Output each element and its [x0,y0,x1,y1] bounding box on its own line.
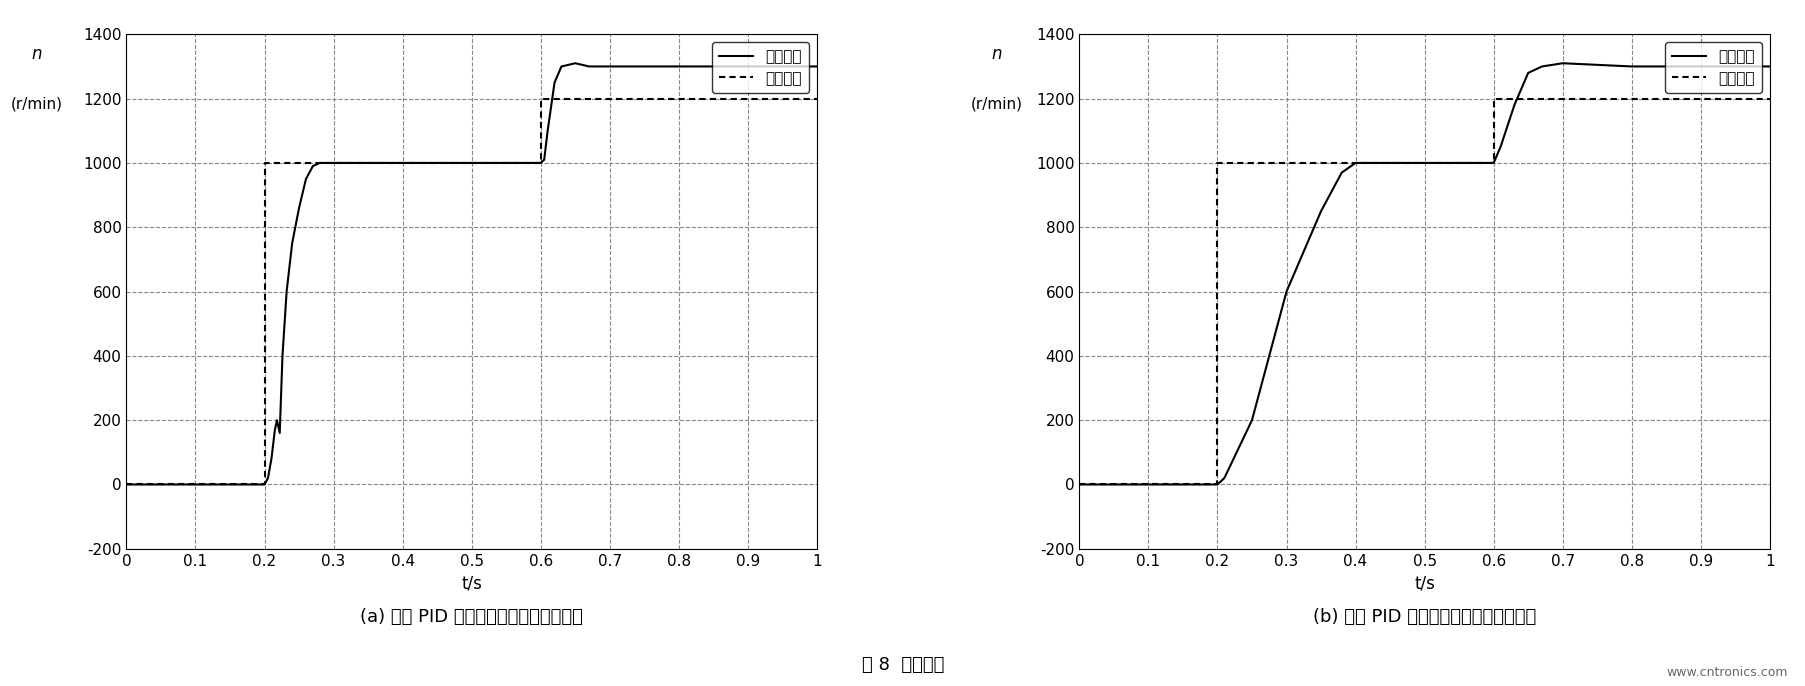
X-axis label: t/s: t/s [460,574,482,592]
Legend: 响应曲线, 输入信号: 响应曲线, 输入信号 [711,42,809,93]
Text: 图 8  实验结果: 图 8 实验结果 [861,657,944,674]
X-axis label: t/s: t/s [1413,574,1435,592]
Text: $n$: $n$ [31,45,42,62]
Text: (r/min): (r/min) [969,96,1022,111]
Text: www.cntronics.com: www.cntronics.com [1666,666,1787,679]
Text: (a) 常规 PID 控制下的系统跟踪特能曲线: (a) 常规 PID 控制下的系统跟踪特能曲线 [359,608,583,626]
Text: (r/min): (r/min) [11,96,63,111]
Legend: 响应曲线, 输入信号: 响应曲线, 输入信号 [1664,42,1762,93]
Text: (b) 模糊 PID 控制下的系统跟踪特能曲线: (b) 模糊 PID 控制下的系统跟踪特能曲线 [1312,608,1536,626]
Text: $n$: $n$ [991,45,1002,62]
